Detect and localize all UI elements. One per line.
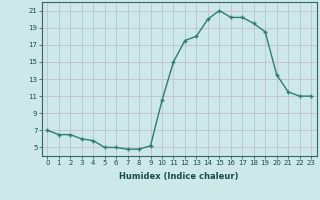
X-axis label: Humidex (Indice chaleur): Humidex (Indice chaleur) [119,172,239,181]
